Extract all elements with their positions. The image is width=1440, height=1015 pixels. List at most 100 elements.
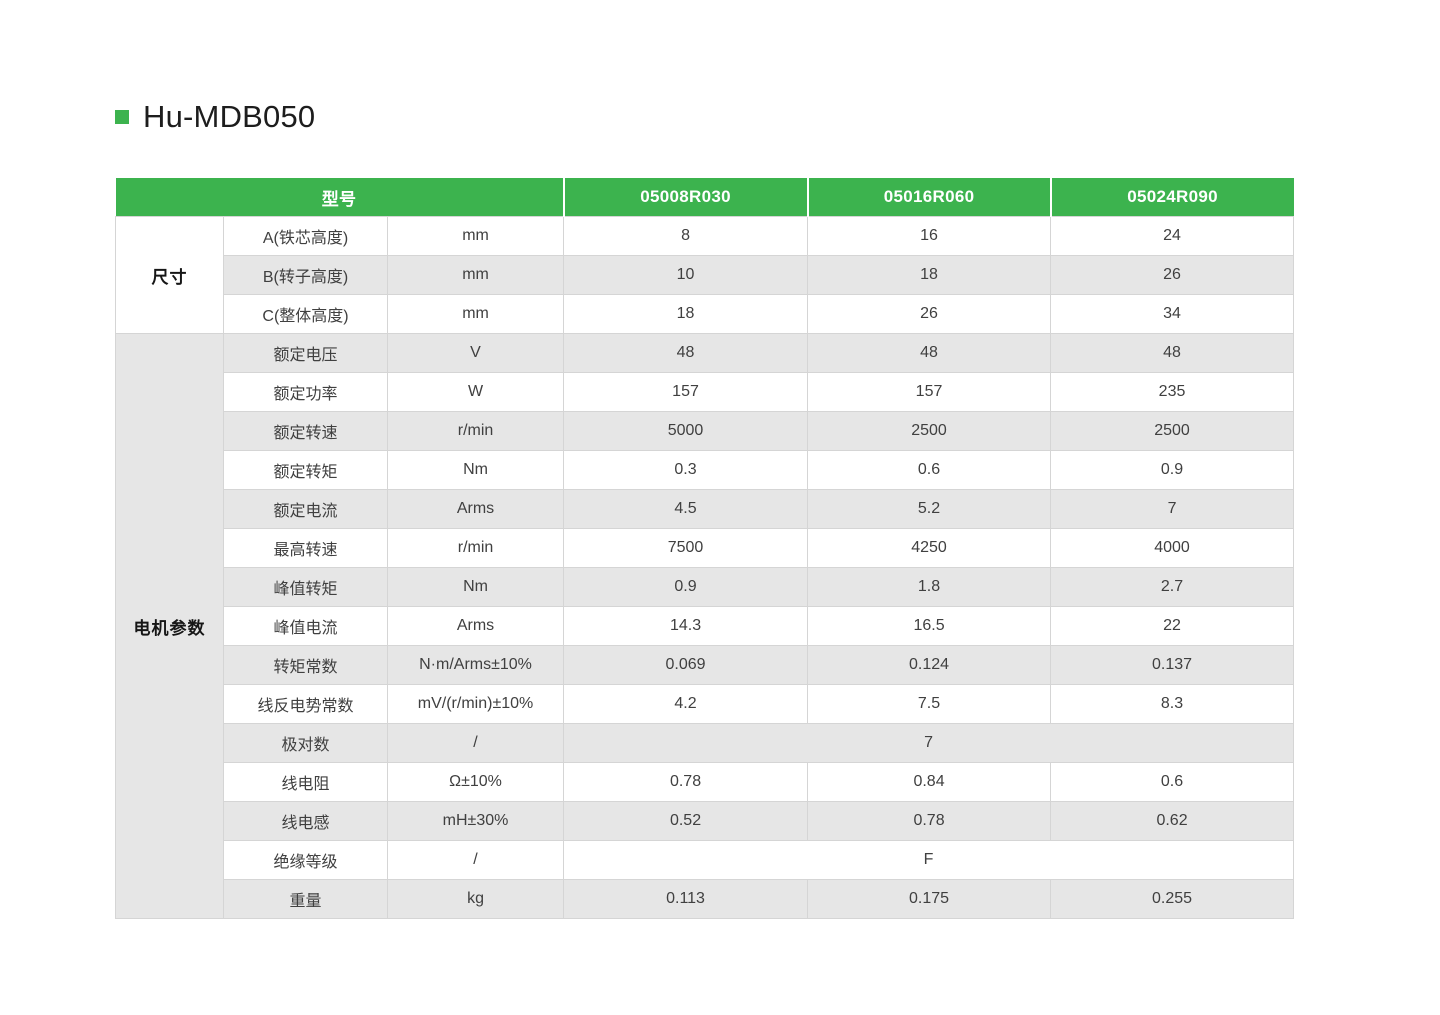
unit-cell: mm [386,216,565,256]
table-row: 线电阻 Ω±10% 0.78 0.84 0.6 [116,762,1295,802]
value-cell: 26 [1050,255,1295,295]
param-name-cell: B(转子高度) [223,255,388,295]
param-name-cell: 转矩常数 [223,645,388,685]
table-row: 最高转速 r/min 7500 4250 4000 [116,528,1295,568]
value-cell: 0.9 [563,567,809,607]
value-cell: 0.113 [563,879,809,919]
unit-cell: Ω±10% [386,762,565,802]
table-header-row: 型号 05008R030 05016R060 05024R090 [115,178,1294,217]
value-cell: 8.3 [1050,684,1295,724]
value-cell: 157 [807,372,1052,412]
param-name-cell: 峰值转矩 [223,567,388,607]
value-cell: 34 [1050,294,1295,334]
value-cell: 48 [563,333,809,373]
model-header-3: 05024R090 [1049,178,1294,217]
value-cell: 0.137 [1050,645,1295,685]
value-cell: 0.52 [563,801,809,841]
param-name-cell: 额定转速 [223,411,388,451]
table-row: 电机参数 额定电压 V 48 48 48 [115,333,1295,919]
value-cell: 0.6 [1050,762,1295,802]
value-cell: 0.9 [1050,450,1295,490]
value-cell: 0.175 [807,879,1052,919]
table-row: C(整体高度) mm 18 26 34 [116,294,1295,334]
unit-cell: Nm [386,567,565,607]
param-name-cell: 极对数 [223,723,388,763]
unit-cell: Nm [386,450,565,490]
value-cell: 0.3 [563,450,809,490]
value-cell: 8 [563,216,809,256]
unit-cell: W [386,372,565,412]
value-cell: 18 [807,255,1052,295]
param-name-cell: 额定电压 [223,333,388,373]
table-row: 峰值转矩 Nm 0.9 1.8 2.7 [116,567,1295,607]
value-cell: 0.6 [807,450,1052,490]
table-row: 额定转速 r/min 5000 2500 2500 [116,411,1295,451]
value-cell: 48 [1050,333,1295,373]
value-cell: 0.62 [1050,801,1295,841]
value-cell: 4.5 [563,489,809,529]
param-name-cell: C(整体高度) [223,294,388,334]
value-cell: 26 [807,294,1052,334]
param-name-cell: 重量 [223,879,388,919]
unit-cell: mm [386,294,565,334]
param-name-cell: 额定电流 [223,489,388,529]
section-label-dimensions: 尺寸 [115,216,224,334]
table-row: 额定功率 W 157 157 235 [116,372,1295,412]
param-name-cell: 线电感 [223,801,388,841]
page-title: Hu-MDB050 [143,99,316,134]
value-cell: 48 [807,333,1052,373]
unit-cell: / [386,723,565,763]
param-name-cell: 额定功率 [223,372,388,412]
unit-cell: / [386,840,565,880]
merged-value-cell: F [563,840,1295,880]
table-row: 线反电势常数 mV/(r/min)±10% 4.2 7.5 8.3 [116,684,1295,724]
table-row: 额定电流 Arms 4.5 5.2 7 [116,489,1295,529]
param-name-cell: A(铁芯高度) [223,216,388,256]
spec-table: 型号 05008R030 05016R060 05024R090 尺寸 A(铁芯高… [115,178,1295,919]
spec-table-body: 尺寸 A(铁芯高度) mm 8 16 24 B(转子高度) mm 10 18 26 C(整体高度) mm… [115,216,1295,919]
unit-cell: r/min [386,528,565,568]
table-row: 尺寸 A(铁芯高度) mm 8 16 24 [115,216,1295,334]
value-cell: 235 [1050,372,1295,412]
unit-cell: mH±30% [386,801,565,841]
value-cell: 10 [563,255,809,295]
value-cell: 0.78 [563,762,809,802]
value-cell: 16.5 [807,606,1052,646]
value-cell: 4250 [807,528,1052,568]
param-name-cell: 峰值电流 [223,606,388,646]
value-cell: 7.5 [807,684,1052,724]
value-cell: 7500 [563,528,809,568]
param-name-cell: 最高转速 [223,528,388,568]
value-cell: 157 [563,372,809,412]
model-label-header: 型号 [115,178,564,217]
param-name-cell: 绝缘等级 [223,840,388,880]
value-cell: 5000 [563,411,809,451]
green-square-bullet-icon [115,110,129,124]
section-title-row: Hu-MDB050 [115,100,315,134]
section-label-motor-parameters: 电机参数 [115,333,224,919]
value-cell: 0.84 [807,762,1052,802]
table-row: B(转子高度) mm 10 18 26 [116,255,1295,295]
value-cell: 2.7 [1050,567,1295,607]
value-cell: 7 [1050,489,1295,529]
param-name-cell: 线电阻 [223,762,388,802]
unit-cell: Arms [386,606,565,646]
model-header-1: 05008R030 [562,178,808,217]
table-row: 额定转矩 Nm 0.3 0.6 0.9 [116,450,1295,490]
unit-cell: mV/(r/min)±10% [386,684,565,724]
param-name-cell: 额定转矩 [223,450,388,490]
value-cell: 16 [807,216,1052,256]
unit-cell: N·m/Arms±10% [386,645,565,685]
value-cell: 0.069 [563,645,809,685]
value-cell: 1.8 [807,567,1052,607]
unit-cell: r/min [386,411,565,451]
unit-cell: Arms [386,489,565,529]
value-cell: 22 [1050,606,1295,646]
model-header-2: 05016R060 [806,178,1051,217]
value-cell: 4.2 [563,684,809,724]
merged-value-cell: 7 [563,723,1295,763]
value-cell: 2500 [807,411,1052,451]
table-row: 线电感 mH±30% 0.52 0.78 0.62 [116,801,1295,841]
unit-cell: kg [386,879,565,919]
